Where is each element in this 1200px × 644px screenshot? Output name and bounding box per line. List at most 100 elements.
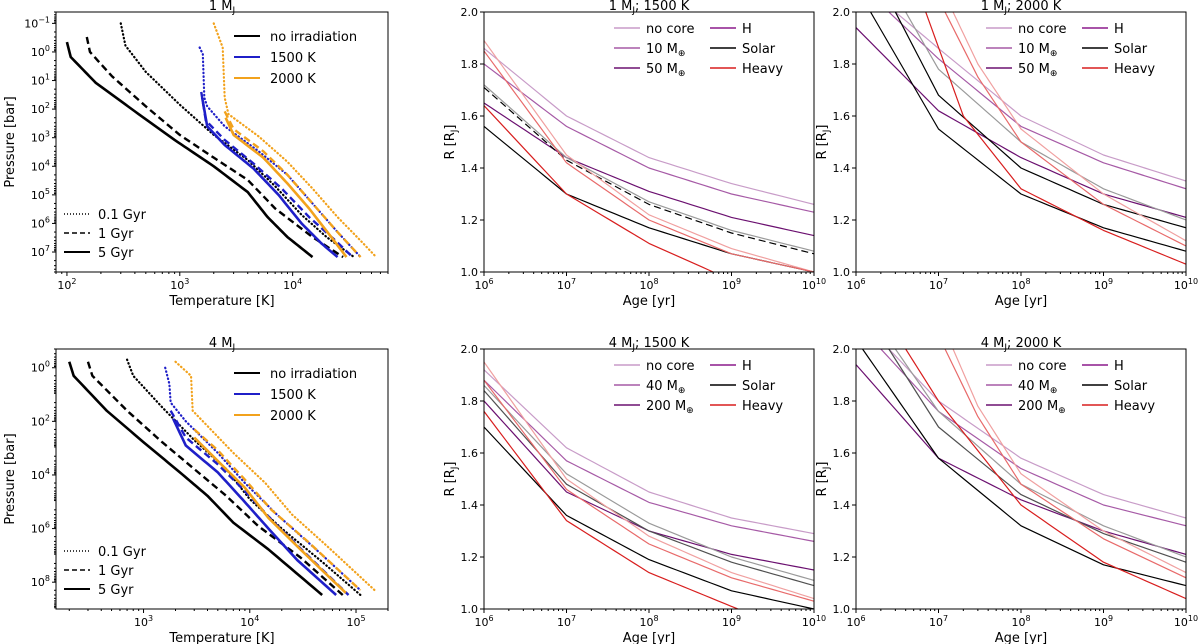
series-line: [905, 349, 1186, 600]
legend-style: 0.1 Gyr 1 Gyr 5 Gyr: [64, 208, 147, 261]
series-group: [856, 12, 1186, 265]
series-line: [484, 86, 814, 255]
series-line: [484, 105, 714, 272]
x-tick-label: 104: [283, 277, 302, 292]
y-tick-label: 1.4: [833, 499, 851, 512]
chart-p2: 106 107 108 109 1010 1.0 1.2 1.4 1.6 1.8 2.0 1 MJ; …: [443, 0, 826, 309]
series-line: [193, 436, 347, 594]
series-line: [119, 22, 356, 259]
y-axis-label: Pressure [bar]: [3, 433, 18, 524]
y-axis-label: R [RJ]: [815, 124, 832, 159]
series-line: [174, 360, 376, 592]
series-line: [888, 349, 1186, 519]
y-tick-label: 1.2: [461, 551, 479, 564]
legend: no core H 40 M⊕ Solar 200 M⊕ Heavy: [614, 359, 783, 416]
y-tick-label: 2.0: [461, 343, 479, 356]
legend-label: 2000 K: [270, 72, 316, 87]
chart-p4: 103 104 105 100 102 104 106 108 4 MJ Temperature …: [3, 336, 389, 644]
x-tick-label: 1010: [802, 277, 826, 292]
series-line: [888, 12, 1186, 190]
x-tick-label: 106: [846, 614, 865, 629]
series-line: [944, 349, 1186, 579]
y-tick-label: 2.0: [833, 6, 851, 19]
series-line: [484, 379, 814, 602]
y-tick-label: 106: [31, 215, 50, 230]
y-tick-label: 1.6: [461, 447, 479, 460]
y-axis-label: R [RJ]: [443, 124, 460, 159]
legend-style: 0.1 Gyr 1 Gyr 5 Gyr: [64, 545, 147, 598]
series-line: [85, 36, 344, 259]
x-tick-label: 108: [1011, 277, 1030, 292]
series-line: [484, 411, 739, 609]
legend-label: Heavy: [742, 62, 783, 77]
series-group: [68, 358, 376, 597]
legend-label: Solar: [1114, 379, 1148, 394]
chart-p3: 106 107 108 109 1010 1.0 1.2 1.4 1.6 1.8 2.0 1 MJ; …: [815, 0, 1198, 309]
legend-label: 200 M⊕: [646, 399, 694, 416]
x-tick-label: 1010: [1174, 277, 1198, 292]
y-tick-label: 1.8: [833, 58, 851, 71]
x-axis-label: Temperature [K]: [168, 294, 274, 309]
series-group: [65, 22, 378, 259]
chart-p6: 106 107 108 109 1010 1.0 1.2 1.4 1.6 1.8 2.0 4 MJ; …: [815, 336, 1198, 644]
series-line: [171, 418, 338, 596]
y-tick-label: 1.8: [461, 395, 479, 408]
legend-label: no core: [1018, 359, 1066, 374]
y-tick-label: 100: [31, 44, 50, 59]
legend-label: no core: [646, 22, 694, 37]
series-line: [856, 27, 1186, 218]
x-tick-label: 107: [557, 277, 576, 292]
chart-title: 1 MJ; 2000 K: [981, 0, 1062, 16]
series-group: [856, 349, 1186, 600]
y-tick-label: 101: [31, 73, 50, 88]
series-line: [484, 390, 814, 587]
series-line: [484, 400, 814, 571]
x-axis-label: Age [yr]: [995, 294, 1047, 309]
x-tick-label: 106: [474, 277, 493, 292]
legend-label: Solar: [742, 42, 776, 57]
legend-label: H: [742, 22, 752, 37]
series-line: [856, 364, 1186, 555]
series-line: [944, 12, 1186, 247]
x-axis-label: Age [yr]: [623, 631, 675, 644]
series-line: [952, 349, 1186, 574]
series-line: [193, 428, 362, 592]
x-tick-label: 1010: [1174, 614, 1198, 629]
x-tick-label: 107: [929, 277, 948, 292]
y-tick-label: 1.0: [461, 266, 479, 279]
y-tick-label: 1.6: [461, 110, 479, 123]
legend-label: 50 M⊕: [646, 62, 685, 79]
series-line: [484, 102, 814, 237]
y-tick-label: 108: [31, 574, 50, 589]
legend-label: no irradiation: [270, 367, 357, 382]
y-tick-label: 1.6: [833, 447, 851, 460]
x-tick-label: 109: [722, 277, 741, 292]
x-axis-label: Age [yr]: [623, 294, 675, 309]
series-line: [484, 361, 814, 600]
y-tick-label: 1.0: [833, 603, 851, 616]
x-axis-label: Temperature [K]: [168, 631, 274, 644]
legend-label: Solar: [742, 379, 776, 394]
legend-label: 40 M⊕: [1018, 379, 1057, 396]
legend-label: 1 Gyr: [98, 227, 134, 242]
series-line: [223, 110, 362, 258]
legend-label: Heavy: [742, 399, 783, 414]
y-tick-label: 1.8: [461, 58, 479, 71]
x-tick-label: 109: [1094, 277, 1113, 292]
series-line: [65, 41, 314, 259]
x-tick-label: 108: [1011, 614, 1030, 629]
series-line: [484, 63, 814, 213]
chart-p1: 102 103 104 10−1 100 101 102 103 104 105 106 107 1 M…: [3, 0, 389, 309]
legend-label: 0.1 Gyr: [98, 208, 147, 223]
x-tick-label: 106: [474, 614, 493, 629]
legend-label: H: [742, 359, 752, 374]
y-tick-label: 1.0: [833, 266, 851, 279]
x-tick-label: 1010: [802, 614, 826, 629]
series-line: [484, 369, 814, 535]
x-tick-label: 108: [639, 277, 658, 292]
legend-label: 5 Gyr: [98, 246, 134, 261]
x-tick-label: 107: [557, 614, 576, 629]
legend-color: no irradiation 1500 K 2000 K: [234, 367, 357, 424]
legend-label: H: [1114, 359, 1124, 374]
